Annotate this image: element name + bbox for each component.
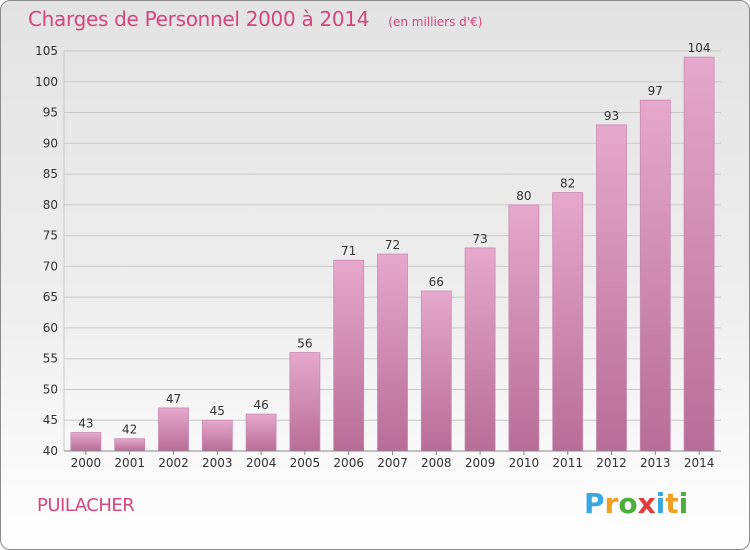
bar-value-label: 43 bbox=[78, 417, 93, 431]
bar-value-label: 97 bbox=[648, 84, 663, 98]
x-tick-label: 2011 bbox=[552, 456, 583, 470]
y-tick-label: 40 bbox=[43, 444, 58, 458]
bars bbox=[70, 56, 715, 452]
bar-value-label: 42 bbox=[122, 423, 137, 437]
x-tick-label: 2010 bbox=[509, 456, 540, 470]
bar-value-label: 47 bbox=[166, 392, 181, 406]
y-axis-ticks: 40 45 50 55 60 65 70 75 80 85 90 95 100 105 bbox=[35, 44, 58, 458]
bar-value-label: 104 bbox=[688, 41, 711, 55]
x-tick-label: 2014 bbox=[684, 456, 715, 470]
brand-letter: i bbox=[678, 487, 689, 520]
brand-logo: Proxiti bbox=[584, 487, 688, 520]
x-tick-label: 2003 bbox=[202, 456, 233, 470]
data-labels: 43 42 47 45 46 56 71 72 66 73 80 82 93 97 104 bbox=[78, 41, 710, 437]
x-tick-label: 2008 bbox=[421, 456, 452, 470]
bar bbox=[158, 407, 189, 452]
bar-value-label: 46 bbox=[253, 398, 268, 412]
y-tick-label: 70 bbox=[43, 259, 58, 273]
y-tick-label: 55 bbox=[43, 352, 58, 366]
y-tick-label: 105 bbox=[35, 44, 58, 58]
bar bbox=[333, 259, 365, 452]
bar bbox=[683, 56, 715, 452]
bar-value-label: 93 bbox=[604, 109, 619, 123]
y-tick-label: 95 bbox=[43, 106, 58, 120]
y-tick-label: 100 bbox=[35, 75, 58, 89]
brand-letter: r bbox=[604, 487, 619, 520]
x-tick-label: 2001 bbox=[114, 456, 145, 470]
bar bbox=[464, 247, 496, 452]
x-tick-label: 2004 bbox=[246, 456, 277, 470]
bar bbox=[552, 192, 584, 452]
x-tick-label: 2007 bbox=[377, 456, 408, 470]
bar-value-label: 72 bbox=[385, 238, 400, 252]
x-tick-label: 2012 bbox=[596, 456, 627, 470]
y-tick-label: 85 bbox=[43, 167, 58, 181]
chart-title: Charges de Personnel 2000 à 2014 bbox=[28, 7, 370, 31]
y-tick-label: 50 bbox=[43, 382, 58, 396]
y-tick-label: 80 bbox=[43, 198, 58, 212]
bar bbox=[201, 419, 233, 452]
bar bbox=[245, 413, 277, 452]
bar-value-label: 73 bbox=[472, 232, 487, 246]
bar bbox=[596, 124, 627, 452]
brand-letter: x bbox=[637, 487, 656, 520]
brand-letter: i bbox=[655, 487, 666, 520]
y-tick-label: 45 bbox=[43, 413, 58, 427]
bar bbox=[70, 432, 102, 452]
bar bbox=[508, 204, 540, 452]
x-axis-ticks: 2000 2001 2002 2003 2004 2005 2006 2007 2008 2009… bbox=[64, 450, 721, 470]
bar-value-label: 71 bbox=[341, 244, 356, 258]
title-row: Charges de Personnel 2000 à 2014 (en mil… bbox=[28, 7, 482, 31]
bar bbox=[289, 352, 321, 452]
bar-value-label: 82 bbox=[560, 177, 575, 191]
y-tick-label: 60 bbox=[43, 321, 58, 335]
y-tick-label: 90 bbox=[43, 136, 58, 150]
x-tick-label: 2013 bbox=[640, 456, 671, 470]
commune-name: PUILACHER bbox=[37, 495, 135, 516]
brand-letter: t bbox=[665, 487, 679, 520]
x-tick-label: 2006 bbox=[333, 456, 364, 470]
chart-subtitle: (en milliers d'€) bbox=[388, 15, 483, 29]
bar bbox=[420, 290, 452, 452]
x-tick-label: 2000 bbox=[71, 456, 102, 470]
bar bbox=[114, 438, 146, 452]
bar bbox=[639, 99, 671, 452]
bar-value-label: 45 bbox=[210, 404, 225, 418]
bar bbox=[377, 253, 408, 452]
bar-value-label: 66 bbox=[429, 275, 444, 289]
y-tick-label: 75 bbox=[43, 229, 58, 243]
bar-value-label: 56 bbox=[297, 337, 312, 351]
y-tick-label: 65 bbox=[43, 290, 58, 304]
x-tick-label: 2009 bbox=[465, 456, 496, 470]
brand-letter: P bbox=[584, 487, 605, 520]
bar-value-label: 80 bbox=[516, 189, 531, 203]
x-tick-label: 2002 bbox=[158, 456, 189, 470]
brand-letter: o bbox=[618, 487, 638, 520]
x-tick-label: 2005 bbox=[290, 456, 321, 470]
